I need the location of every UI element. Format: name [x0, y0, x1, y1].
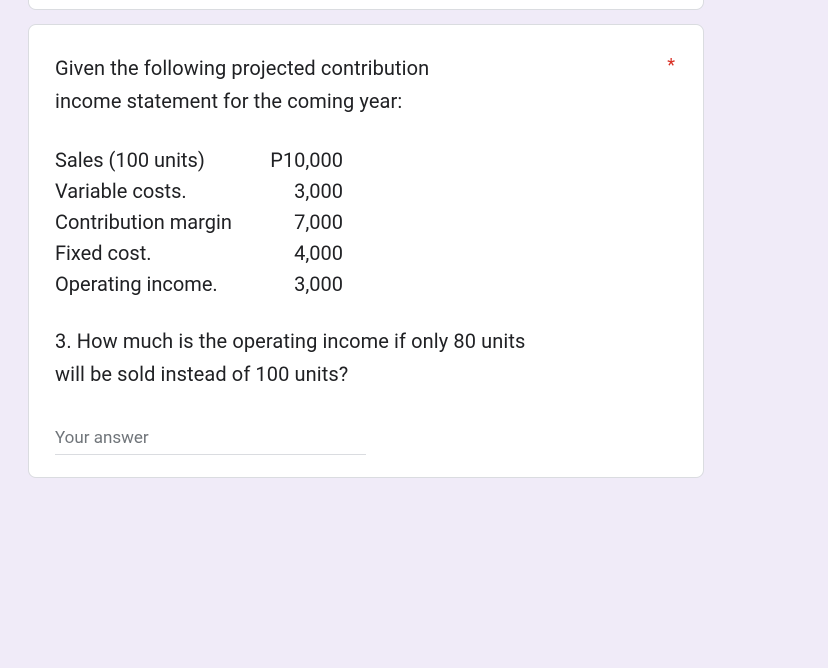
row-value: P10,000 [263, 145, 343, 176]
spacer [55, 300, 677, 326]
row-value: 7,000 [263, 207, 343, 238]
table-row: Sales (100 units) P10,000 [55, 145, 677, 176]
row-value: 3,000 [263, 176, 343, 207]
table-row: Variable costs. 3,000 [55, 176, 677, 207]
row-value: 4,000 [263, 238, 343, 269]
intro-line-2: income statement for the coming year: [55, 86, 677, 117]
prompt-line-2: will be sold instead of 100 units? [55, 359, 677, 390]
previous-card-bottom-edge [28, 0, 704, 10]
table-row: Operating income. 3,000 [55, 269, 677, 300]
row-label: Variable costs. [55, 176, 263, 207]
question-card: * Given the following projected contribu… [28, 24, 704, 478]
question-prompt: 3. How much is the operating income if o… [55, 326, 677, 390]
row-label: Fixed cost. [55, 238, 263, 269]
answer-row [55, 424, 677, 455]
row-label: Operating income. [55, 269, 263, 300]
answer-input[interactable] [55, 424, 366, 455]
intro-line-1: Given the following projected contributi… [55, 53, 677, 84]
income-statement-table: Sales (100 units) P10,000 Variable costs… [55, 145, 677, 300]
row-value: 3,000 [263, 269, 343, 300]
table-row: Fixed cost. 4,000 [55, 238, 677, 269]
prompt-line-1: 3. How much is the operating income if o… [55, 326, 677, 357]
row-label: Contribution margin [55, 207, 263, 238]
spacer [55, 119, 677, 145]
row-label: Sales (100 units) [55, 145, 263, 176]
required-asterisk: * [667, 55, 675, 76]
question-intro: Given the following projected contributi… [55, 53, 677, 117]
table-row: Contribution margin 7,000 [55, 207, 677, 238]
